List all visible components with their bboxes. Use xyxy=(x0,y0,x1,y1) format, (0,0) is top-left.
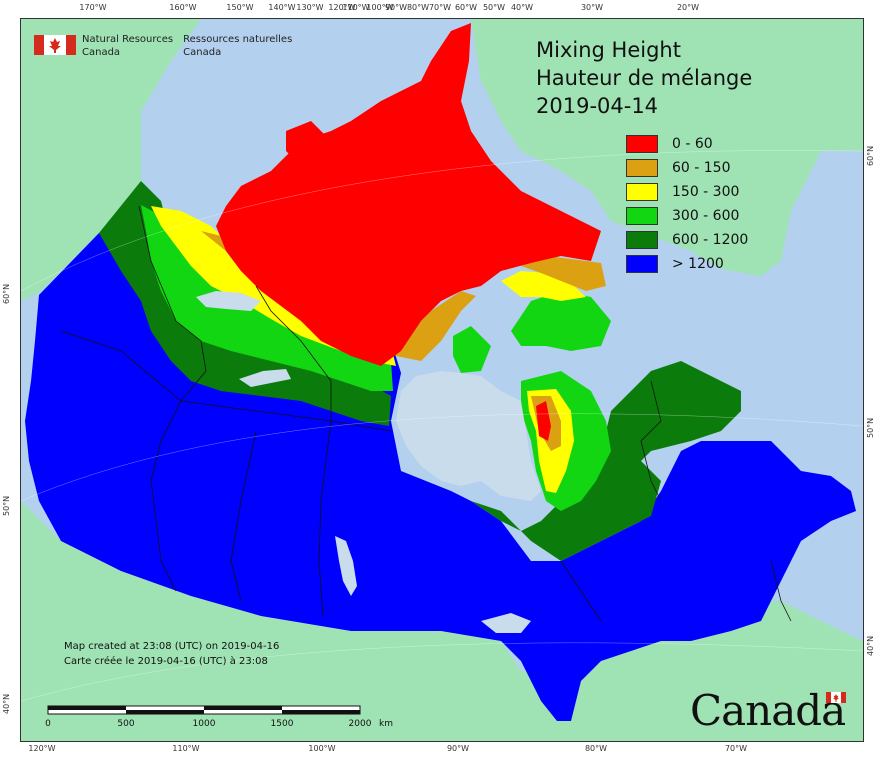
usa-landmass xyxy=(21,501,863,741)
legend-label: 150 - 300 xyxy=(672,184,740,200)
tick-top-100w: 100°W xyxy=(366,3,394,12)
legend-item: 300 - 600 xyxy=(626,206,748,226)
zone-60-150-labrador xyxy=(521,256,606,291)
legend-label: 60 - 150 xyxy=(672,160,731,176)
tick-left-60n: 60°N xyxy=(2,283,11,304)
legend-item: > 1200 xyxy=(626,254,748,274)
canada-wordmark: Canada xyxy=(690,686,846,735)
zone-0-60-quebec xyxy=(536,401,551,441)
tick-top-50w: 50°W xyxy=(482,3,506,12)
tick-bottom-120w: 120°W xyxy=(28,744,56,753)
legend-label: 0 - 60 xyxy=(672,136,713,152)
tick-top-120w: 120°W xyxy=(328,3,356,12)
zone-0-60-arctic xyxy=(216,23,601,366)
map-credit: Map created at 23:08 (UTC) on 2019-04-16… xyxy=(64,639,279,669)
tick-top-90w: 90°W xyxy=(384,3,408,12)
zone-300-600-hudson xyxy=(453,326,491,373)
scale-unit: km xyxy=(379,719,393,729)
greenland-landmass xyxy=(471,19,863,276)
scale-bar-graphic xyxy=(47,705,361,715)
scale-label-1500: 1500 xyxy=(270,719,294,729)
hudson-bay xyxy=(396,371,541,501)
scale-bar: 0 500 1000 1500 2000 km xyxy=(45,704,393,734)
tick-top-40w: 40°W xyxy=(510,3,534,12)
tick-bottom-110w: 110°W xyxy=(172,744,200,753)
tick-bottom-90w: 90°W xyxy=(446,744,470,753)
tick-top-170w: 170°W xyxy=(79,3,107,12)
map-canvas[interactable] xyxy=(20,18,864,742)
legend-swatch xyxy=(626,135,658,153)
map-svg xyxy=(21,19,863,741)
title-date: 2019-04-14 xyxy=(536,94,659,118)
map-title: Mixing Height Hauteur de mélange 2019-04… xyxy=(536,36,752,120)
tick-top-110w: 110°W xyxy=(342,3,370,12)
legend-swatch xyxy=(626,231,658,249)
legend-label: 600 - 1200 xyxy=(672,232,749,248)
tick-top-160w: 160°W xyxy=(169,3,197,12)
scale-label-0: 0 xyxy=(45,719,51,729)
legend-swatch xyxy=(626,207,658,225)
canada-flag-icon xyxy=(34,35,76,55)
tick-top-150w: 150°W xyxy=(226,3,254,12)
scale-label-1000: 1000 xyxy=(192,719,216,729)
wordmark-flag-icon xyxy=(826,692,846,703)
graticule-lines xyxy=(21,150,863,702)
credit-english: Map created at 23:08 (UTC) on 2019-04-16 xyxy=(64,641,280,652)
title-english: Mixing Height xyxy=(536,38,681,62)
credit-french: Carte créée le 2019-04-16 (UTC) à 23:08 xyxy=(64,656,268,667)
great-bear-lake xyxy=(196,291,261,311)
zone-0-60-banks-island xyxy=(286,121,331,166)
tick-top-60w: 60°W xyxy=(454,3,478,12)
agency-name-en: Natural Resources Canada xyxy=(82,33,173,59)
scale-label-2000: 2000 xyxy=(348,719,372,729)
tick-top-30w: 30°W xyxy=(580,3,604,12)
lake-superior xyxy=(481,613,531,633)
legend-swatch xyxy=(626,183,658,201)
zone-300-600-labrador xyxy=(511,291,611,351)
tick-top-140w: 140°W xyxy=(268,3,296,12)
great-slave-lake xyxy=(239,369,291,387)
tick-right-40n: 40°N xyxy=(866,635,875,656)
alaska-landmass xyxy=(21,19,201,301)
tick-top-80w: 80°W xyxy=(406,3,430,12)
legend: 0 - 60 60 - 150 150 - 300 300 - 600 600 - 12… xyxy=(626,134,748,278)
lake-winnipeg xyxy=(335,536,357,596)
tick-left-50n: 50°N xyxy=(2,495,11,516)
tick-right-60n: 60°N xyxy=(866,145,875,166)
tick-bottom-100w: 100°W xyxy=(308,744,336,753)
legend-item: 600 - 1200 xyxy=(626,230,748,250)
agency-signature: Natural Resources Canada Ressources natu… xyxy=(34,33,302,59)
legend-item: 150 - 300 xyxy=(626,182,748,202)
legend-swatch xyxy=(626,255,658,273)
tick-top-70w: 70°W xyxy=(428,3,452,12)
legend-item: 60 - 150 xyxy=(626,158,748,178)
tick-top-130w: 130°W xyxy=(296,3,324,12)
agency-fr-line1: Ressources naturelles xyxy=(183,34,293,45)
scale-label-500: 500 xyxy=(117,719,135,729)
agency-en-line2: Canada xyxy=(82,47,121,58)
agency-name-fr: Ressources naturelles Canada xyxy=(183,33,292,59)
legend-swatch xyxy=(626,159,658,177)
title-french: Hauteur de mélange xyxy=(536,66,753,90)
agency-en-line1: Natural Resources xyxy=(82,34,174,45)
agency-fr-line2: Canada xyxy=(183,47,222,58)
tick-top-20w: 20°W xyxy=(676,3,700,12)
legend-label: > 1200 xyxy=(672,256,724,272)
tick-bottom-80w: 80°W xyxy=(584,744,608,753)
legend-label: 300 - 600 xyxy=(672,208,740,224)
legend-item: 0 - 60 xyxy=(626,134,748,154)
province-borders xyxy=(60,205,792,622)
zone-150-300-labrador xyxy=(501,271,586,301)
tick-bottom-70w: 70°W xyxy=(724,744,748,753)
tick-left-40n: 40°N xyxy=(2,693,11,714)
tick-right-50n: 50°N xyxy=(866,417,875,438)
